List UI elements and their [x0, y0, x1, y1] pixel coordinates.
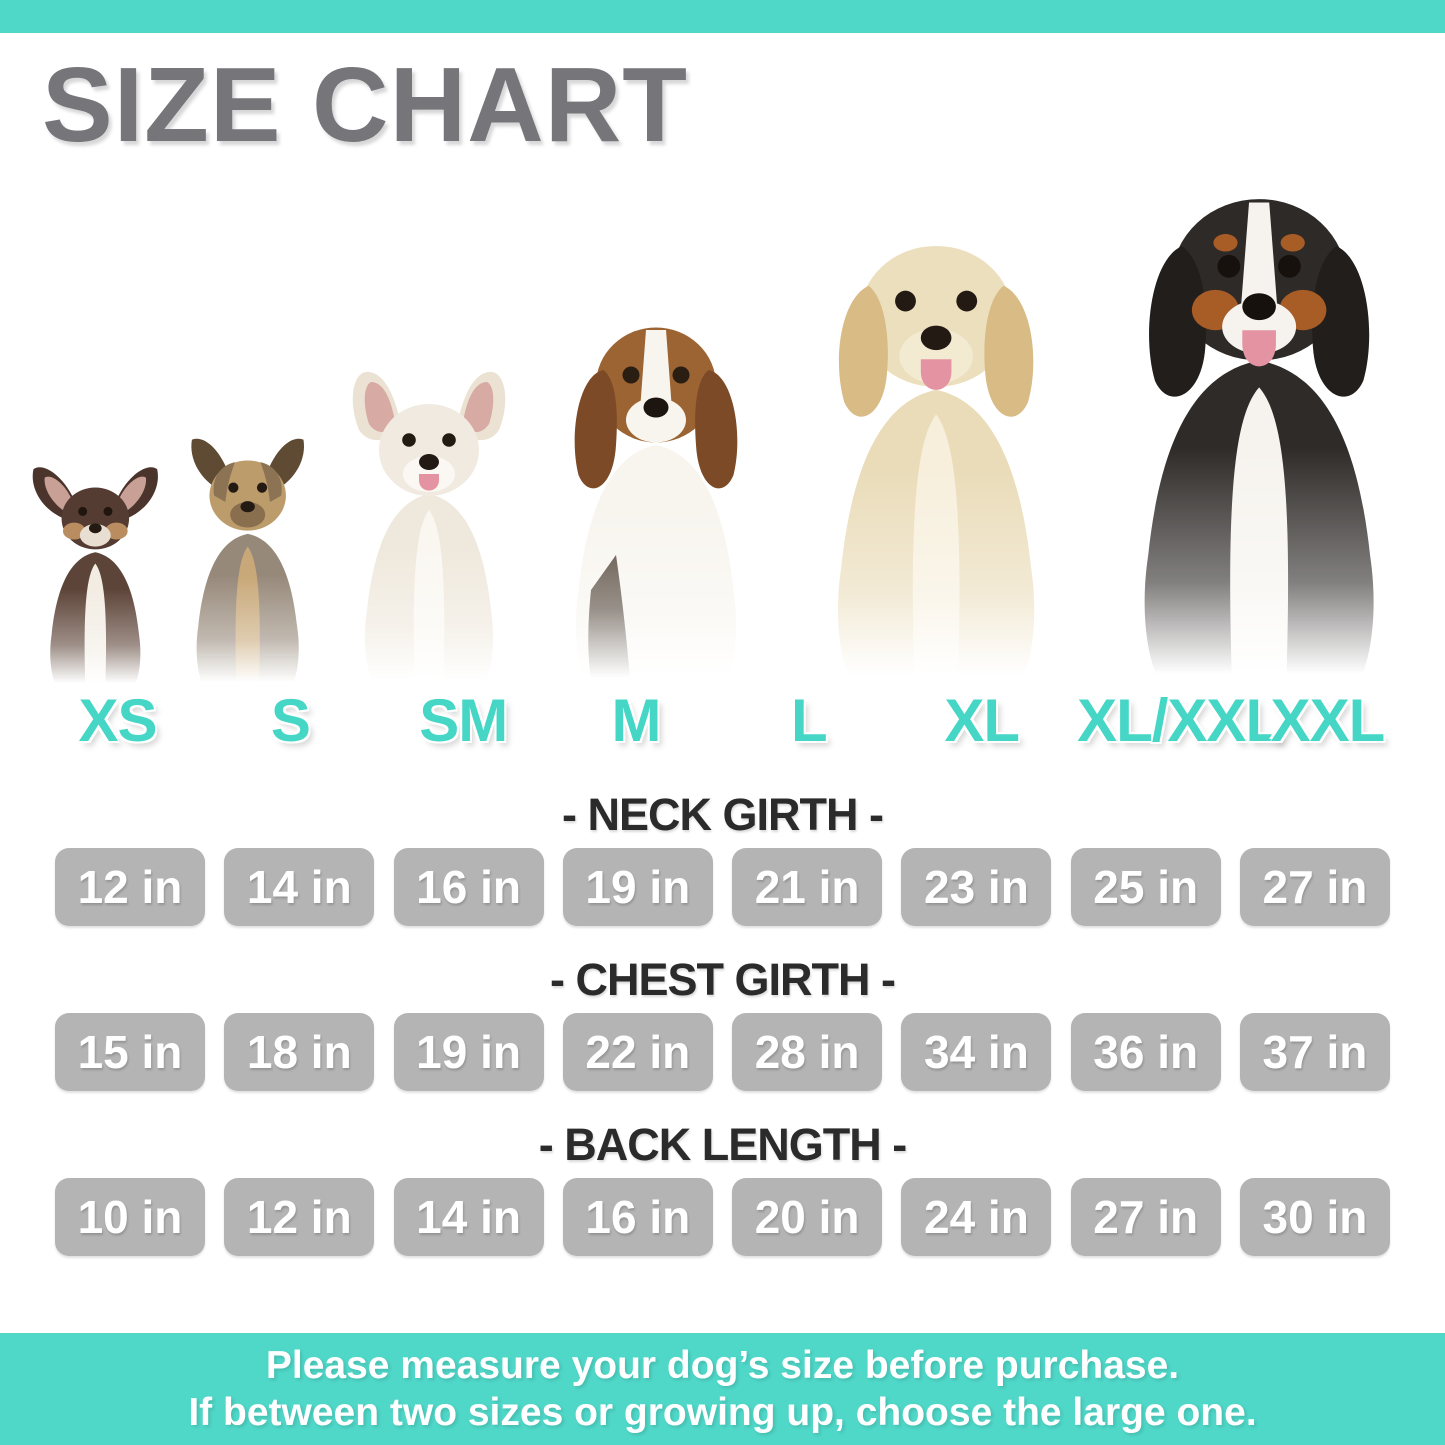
- chest-girth-heading: - CHEST GIRTH -: [550, 954, 896, 1005]
- top-accent-band: [0, 0, 1445, 33]
- size-label-m: M: [611, 687, 662, 754]
- size-label-xxl: XXL: [1270, 687, 1386, 754]
- size-labels-row: XS S SM M L XL XL/XXL XXL: [40, 686, 1405, 755]
- dog-french-bulldog-icon: [352, 371, 506, 690]
- back-length-value: 16 in: [562, 1178, 713, 1256]
- dog-yorkshire-terrier-icon: [190, 438, 304, 690]
- neck-girth-value: 12 in: [55, 848, 205, 926]
- size-label-xs: XS: [78, 687, 157, 754]
- neck-girth-heading: - NECK GIRTH -: [562, 789, 884, 840]
- size-label-s: S: [270, 687, 311, 754]
- neck-girth-value: 27 in: [1239, 848, 1390, 926]
- dog-beagle-icon: [574, 327, 738, 690]
- back-length-value: 10 in: [55, 1178, 205, 1256]
- neck-girth-value: 25 in: [1070, 848, 1221, 926]
- chest-girth-value: 28 in: [732, 1013, 883, 1091]
- footer-note-line2: If between two sizes or growing up, choo…: [188, 1390, 1257, 1434]
- chest-girth-values-row: 15 in 18 in 19 in 22 in 28 in 34 in 36 i…: [0, 1013, 1445, 1091]
- footer-note-banner: Please measure your dog’s size before pu…: [0, 1333, 1445, 1445]
- neck-girth-value: 21 in: [732, 848, 883, 926]
- page-title: SIZE CHART: [42, 46, 688, 164]
- neck-girth-values-row: 12 in 14 in 16 in 19 in 21 in 23 in 25 i…: [0, 848, 1445, 926]
- chest-girth-value: 18 in: [224, 1013, 375, 1091]
- size-label-xl-xxl: XL/XXL: [1077, 687, 1282, 754]
- neck-girth-section: - NECK GIRTH - 12 in 14 in 16 in 19 in 2…: [0, 782, 1445, 926]
- dog-lineup: [25, 150, 1427, 690]
- back-length-value: 24 in: [901, 1178, 1052, 1256]
- chest-girth-section: - CHEST GIRTH - 15 in 18 in 19 in 22 in …: [0, 947, 1445, 1091]
- back-length-heading: - BACK LENGTH -: [538, 1119, 907, 1170]
- back-length-value: 30 in: [1239, 1178, 1390, 1256]
- measurement-sections: - NECK GIRTH - 12 in 14 in 16 in 19 in 2…: [0, 782, 1445, 1277]
- neck-girth-value: 14 in: [224, 848, 375, 926]
- back-length-value: 12 in: [224, 1178, 375, 1256]
- dog-golden-retriever-icon: [837, 245, 1034, 690]
- footer-note-line1: Please measure your dog’s size before pu…: [265, 1343, 1180, 1387]
- chest-girth-value: 34 in: [901, 1013, 1052, 1091]
- back-length-value: 20 in: [732, 1178, 883, 1256]
- chest-girth-value: 22 in: [562, 1013, 713, 1091]
- dog-chihuahua-icon: [32, 467, 158, 690]
- chest-girth-value: 19 in: [393, 1013, 544, 1091]
- size-label-sm: SM: [419, 687, 508, 754]
- size-label-l: L: [791, 687, 828, 754]
- back-length-value: 14 in: [393, 1178, 544, 1256]
- back-length-section: - BACK LENGTH - 10 in 12 in 14 in 16 in …: [0, 1112, 1445, 1256]
- chest-girth-value: 36 in: [1070, 1013, 1221, 1091]
- chest-girth-value: 15 in: [55, 1013, 205, 1091]
- size-label-xl: XL: [944, 687, 1020, 754]
- dog-bernese-mountain-dog-icon: [1144, 199, 1374, 690]
- back-length-value: 27 in: [1070, 1178, 1221, 1256]
- back-length-values-row: 10 in 12 in 14 in 16 in 20 in 24 in 27 i…: [0, 1178, 1445, 1256]
- neck-girth-value: 19 in: [562, 848, 713, 926]
- neck-girth-value: 23 in: [901, 848, 1052, 926]
- neck-girth-value: 16 in: [393, 848, 544, 926]
- chest-girth-value: 37 in: [1239, 1013, 1390, 1091]
